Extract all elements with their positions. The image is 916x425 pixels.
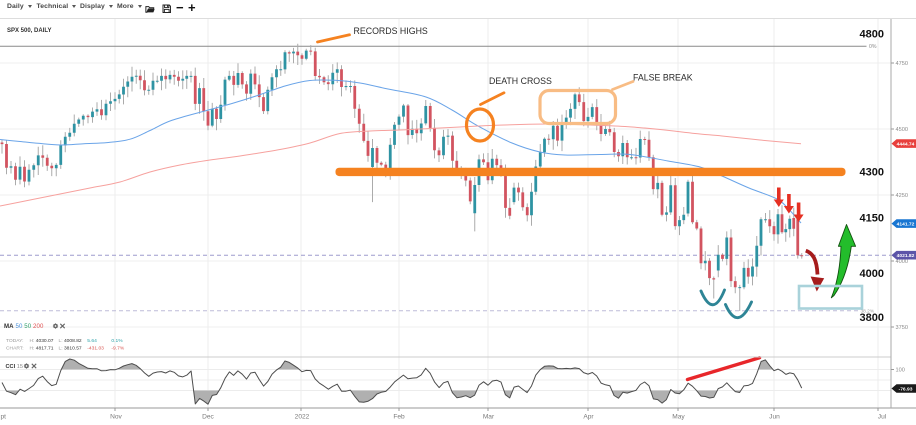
svg-text:4141.72: 4141.72 — [897, 222, 915, 228]
svg-text:CHART: H: 4817.71 L: 3810.57 -: CHART: H: 4817.71 L: 3810.57 -431.03 -9.… — [6, 346, 125, 352]
svg-text:4750: 4750 — [896, 61, 908, 67]
svg-text:4000: 4000 — [896, 259, 908, 265]
svg-text:May: May — [672, 414, 685, 421]
svg-text:TODAY: H: 4030.07 L: 4008.82 5: TODAY: H: 4030.07 L: 4008.82 5.64 0.1% — [6, 338, 123, 344]
svg-text:4150: 4150 — [860, 213, 884, 225]
svg-text:100: 100 — [896, 368, 905, 374]
svg-text:4444.74: 4444.74 — [897, 142, 915, 148]
svg-text:Nov: Nov — [110, 414, 122, 421]
svg-text:2022: 2022 — [295, 414, 310, 421]
svg-text:MA 50 50 200: MA 50 50 200 — [4, 323, 44, 330]
svg-text:RECORDS HIGHS: RECORDS HIGHS — [354, 26, 428, 36]
svg-text:Jun: Jun — [769, 414, 780, 421]
svg-text:3750: 3750 — [896, 325, 908, 331]
svg-text:4000: 4000 — [860, 268, 884, 280]
svg-text:4300: 4300 — [860, 167, 884, 179]
svg-text:38.2%: 38.2% — [861, 309, 875, 315]
svg-text:FALSE BREAK: FALSE BREAK — [633, 73, 693, 83]
svg-text:3800: 3800 — [860, 312, 884, 324]
svg-text:4021.82: 4021.82 — [897, 253, 915, 259]
svg-text:DEATH CROSS: DEATH CROSS — [489, 76, 552, 86]
svg-text:CCI 15: CCI 15 — [6, 364, 23, 370]
svg-text:Mar: Mar — [483, 414, 495, 421]
svg-text:Dec: Dec — [202, 414, 214, 421]
svg-text:Apr: Apr — [583, 414, 594, 421]
svg-text:4250: 4250 — [896, 193, 908, 199]
svg-text:Feb: Feb — [393, 414, 405, 421]
svg-text:Jul: Jul — [878, 414, 887, 421]
svg-text:-76.93: -76.93 — [899, 386, 913, 392]
svg-text:pt: pt — [1, 414, 7, 421]
svg-text:4500: 4500 — [896, 127, 908, 133]
svg-text:0%: 0% — [869, 44, 877, 50]
svg-text:4800: 4800 — [860, 29, 884, 41]
svg-text:SPX 500, DAILY: SPX 500, DAILY — [7, 28, 51, 34]
